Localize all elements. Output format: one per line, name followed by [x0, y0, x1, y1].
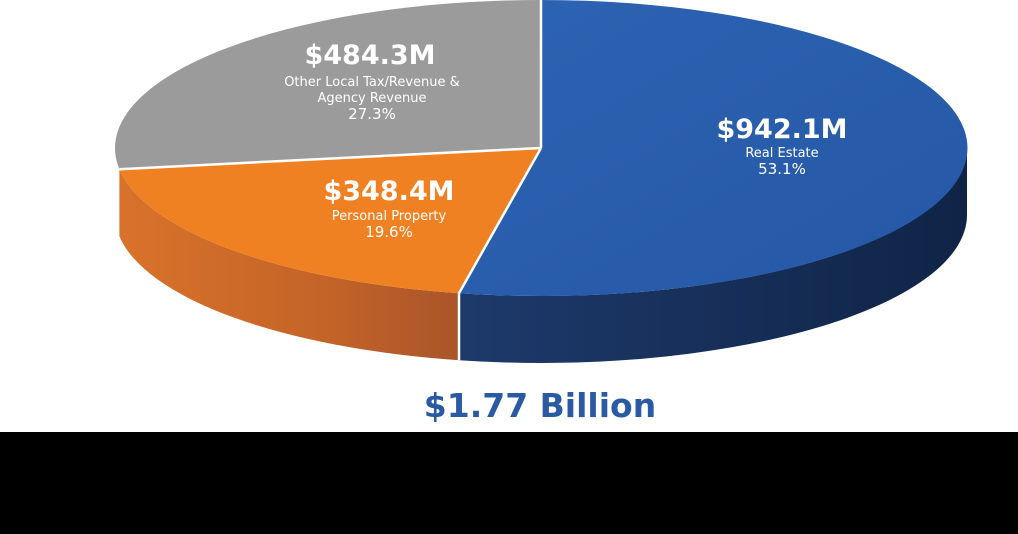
real-estate-name: Real Estate — [745, 146, 818, 161]
personal-property-name: Personal Property — [332, 209, 447, 224]
slice-dividers — [119, 0, 543, 361]
personal-property-slice-side — [119, 169, 460, 361]
bottom-black-band — [0, 432, 1018, 534]
other-revenue-amount: $484.3M — [304, 40, 435, 71]
other-revenue-percent: 27.3% — [348, 105, 396, 123]
real-estate-amount: $942.1M — [716, 114, 847, 145]
total-label: $1.77 Billion — [424, 386, 656, 425]
other-revenue-label-group: $484.3M Other Local Tax/Revenue & Agency… — [284, 40, 460, 123]
real-estate-slice-side — [459, 148, 967, 363]
other-revenue-slice — [115, 0, 542, 170]
personal-property-amount: $348.4M — [323, 176, 454, 207]
personal-property-slice — [119, 148, 542, 294]
chart-canvas: $484.3M Other Local Tax/Revenue & Agency… — [0, 0, 1018, 432]
real-estate-slice — [459, 0, 968, 296]
personal-property-label-group: $348.4M Personal Property 19.6% — [323, 176, 454, 241]
other-revenue-name-line1: Other Local Tax/Revenue & — [284, 75, 460, 90]
pie-chart: $484.3M Other Local Tax/Revenue & Agency… — [115, 0, 968, 425]
personal-property-percent: 19.6% — [365, 223, 413, 241]
real-estate-label-group: $942.1M Real Estate 53.1% — [716, 114, 847, 178]
real-estate-percent: 53.1% — [758, 160, 806, 178]
other-revenue-name-line2: Agency Revenue — [318, 91, 427, 106]
